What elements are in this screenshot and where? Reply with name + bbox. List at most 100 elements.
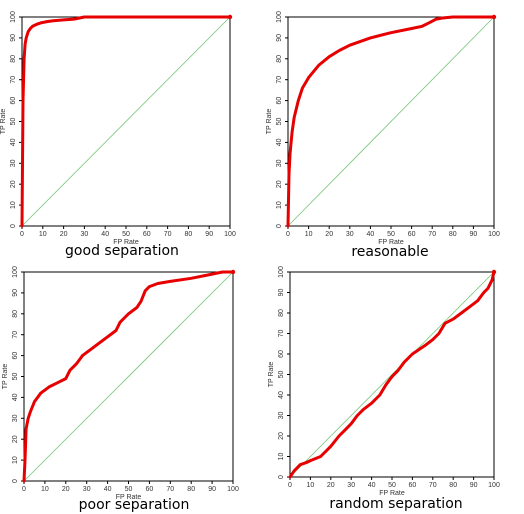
y-tick-label: 20 — [10, 180, 17, 188]
roc-curve — [20, 15, 232, 228]
x-axis-title: FP Rate — [116, 494, 142, 501]
y-tick-label: 90 — [10, 34, 17, 42]
x-tick-label: 30 — [83, 486, 91, 493]
x-tick-label: 50 — [125, 486, 133, 493]
x-tick-label: 20 — [325, 231, 333, 238]
y-tick-label: 60 — [12, 352, 19, 360]
roc-curve — [286, 15, 496, 228]
y-tick-label: 100 — [12, 266, 19, 278]
y-tick-label: 70 — [278, 330, 285, 338]
x-tick-label: 40 — [367, 231, 375, 238]
x-tick-label: 80 — [185, 231, 193, 238]
y-tick-label: 80 — [10, 55, 17, 63]
roc-curve-end-point — [227, 14, 233, 20]
y-tick-label: 10 — [10, 201, 17, 209]
y-tick-label: 10 — [276, 201, 283, 209]
x-tick-label: 20 — [327, 482, 335, 489]
random-reference-line — [287, 16, 495, 227]
x-tick-label: 60 — [408, 231, 416, 238]
random-reference-line — [23, 271, 234, 482]
y-tick-label: 80 — [276, 55, 283, 63]
x-tick-label: 60 — [146, 486, 154, 493]
x-tick-label: 70 — [166, 486, 174, 493]
y-tick-label: 0 — [10, 224, 17, 228]
x-tick-label: 90 — [208, 486, 216, 493]
x-tick-label: 80 — [449, 482, 457, 489]
x-tick-label: 70 — [428, 231, 436, 238]
x-tick-label: 0 — [286, 231, 290, 238]
y-tick-label: 70 — [12, 331, 19, 339]
x-tick-label: 90 — [470, 482, 478, 489]
panel-caption: random separation — [329, 496, 462, 512]
x-tick-label: 50 — [388, 482, 396, 489]
x-tick-label: 40 — [104, 486, 112, 493]
x-tick-label: 100 — [224, 231, 236, 238]
x-tick-label: 70 — [429, 482, 437, 489]
y-tick-label: 10 — [12, 456, 19, 464]
y-tick-label: 40 — [276, 138, 283, 146]
y-tick-label: 30 — [10, 159, 17, 167]
y-tick-label: 70 — [10, 76, 17, 84]
x-axis-title: FP Rate — [378, 239, 404, 246]
x-tick-label: 80 — [187, 486, 195, 493]
y-tick-label: 60 — [276, 97, 283, 105]
x-tick-label: 90 — [205, 231, 213, 238]
y-tick-label: 100 — [276, 11, 283, 23]
y-tick-label: 40 — [12, 393, 19, 401]
x-tick-label: 30 — [346, 231, 354, 238]
y-tick-label: 60 — [10, 97, 17, 105]
x-tick-label: 40 — [368, 482, 376, 489]
roc-panel-4: 00 10 10 20 20 30 30 40 40 50 50 60 60 70 70 80 80 90 90 10… — [268, 266, 500, 512]
random-reference-line — [21, 16, 231, 227]
x-tick-label: 100 — [488, 482, 500, 489]
y-tick-label: 30 — [12, 414, 19, 422]
x-tick-label: 20 — [60, 231, 68, 238]
x-tick-label: 0 — [288, 482, 292, 489]
x-axis-title: FP Rate — [113, 239, 139, 246]
y-tick-label: 90 — [12, 289, 19, 297]
x-tick-label: 10 — [307, 482, 315, 489]
x-tick-label: 10 — [305, 231, 313, 238]
y-tick-label: 30 — [276, 159, 283, 167]
y-tick-label: 100 — [278, 266, 285, 278]
x-tick-label: 60 — [409, 482, 417, 489]
y-tick-label: 20 — [278, 432, 285, 440]
y-tick-label: 50 — [10, 118, 17, 126]
y-tick-label: 60 — [278, 350, 285, 358]
y-tick-label: 100 — [10, 11, 17, 23]
x-tick-label: 0 — [20, 231, 24, 238]
y-tick-label: 0 — [276, 224, 283, 228]
panel-caption: poor separation — [79, 497, 190, 513]
roc-panel-3: 00 10 10 20 20 30 30 40 40 50 50 60 60 70 70 80 80 90 90 10… — [2, 266, 239, 513]
y-tick-label: 30 — [278, 412, 285, 420]
x-tick-label: 30 — [347, 482, 355, 489]
y-tick-label: 40 — [10, 138, 17, 146]
x-tick-label: 100 — [227, 486, 239, 493]
y-tick-label: 10 — [278, 453, 285, 461]
y-tick-label: 50 — [276, 118, 283, 126]
y-axis-title: TP Rate — [0, 109, 7, 135]
x-tick-label: 0 — [22, 486, 26, 493]
y-tick-label: 50 — [12, 373, 19, 381]
y-tick-label: 40 — [278, 391, 285, 399]
roc-curve-end-point — [491, 14, 497, 20]
panel-caption: reasonable — [351, 244, 428, 260]
y-axis-title: TP Rate — [2, 364, 9, 390]
x-tick-label: 10 — [41, 486, 49, 493]
x-tick-label: 100 — [488, 231, 500, 238]
x-axis-title: FP Rate — [379, 490, 405, 497]
roc-panel-2: 00 10 10 20 20 30 30 40 40 50 50 60 60 70 70 80 80 90 90 10… — [266, 11, 500, 260]
y-tick-label: 50 — [278, 371, 285, 379]
y-tick-label: 90 — [278, 289, 285, 297]
roc-panel-1: 00 10 10 20 20 30 30 40 40 50 50 60 60 70 70 80 80 90 90 10… — [0, 11, 236, 259]
roc-curve-end-point — [491, 269, 497, 275]
y-tick-label: 0 — [278, 475, 285, 479]
y-tick-label: 80 — [278, 309, 285, 317]
roc-curve — [288, 270, 496, 479]
y-tick-label: 0 — [12, 479, 19, 483]
x-tick-label: 70 — [164, 231, 172, 238]
y-tick-label: 80 — [12, 310, 19, 318]
y-tick-label: 20 — [276, 180, 283, 188]
y-axis-title: TP Rate — [268, 362, 275, 388]
panel-caption: good separation — [65, 243, 179, 259]
